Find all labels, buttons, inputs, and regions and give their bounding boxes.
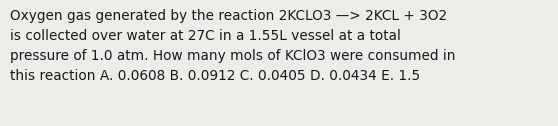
Text: Oxygen gas generated by the reaction 2KCLO3 —> 2KCL + 3O2
is collected over wate: Oxygen gas generated by the reaction 2KC… — [10, 9, 455, 83]
